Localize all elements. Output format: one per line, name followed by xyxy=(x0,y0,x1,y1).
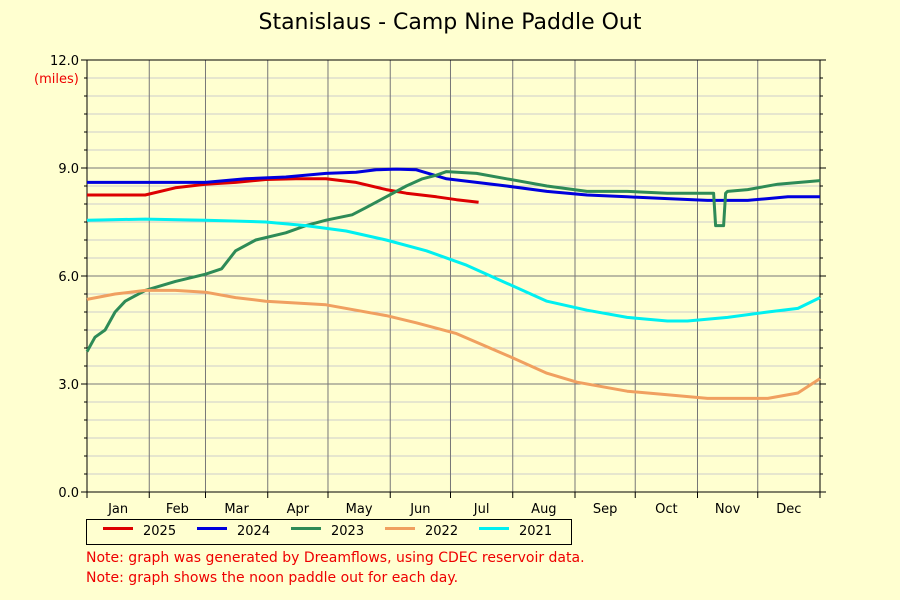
legend-label-2023: 2023 xyxy=(331,524,365,539)
y-tick-label: 6.0 xyxy=(58,270,79,285)
legend-label-2025: 2025 xyxy=(143,524,177,539)
y-tick-label: 9.0 xyxy=(58,162,79,177)
series-line-2024 xyxy=(87,167,820,202)
legend-label-2024: 2024 xyxy=(237,524,271,539)
x-tick-label: Feb xyxy=(166,502,189,517)
x-tick-label: Dec xyxy=(776,502,801,517)
note-noon-paddle-out: Note: graph shows the noon paddle out fo… xyxy=(86,570,459,586)
legend-swatch-2023 xyxy=(291,527,321,530)
x-tick-label: Jun xyxy=(409,502,430,517)
legend-swatch-2021 xyxy=(479,527,509,530)
x-tick-label: Jan xyxy=(107,502,128,517)
x-tick-label: Sep xyxy=(593,502,618,517)
y-axis-unit-label: (miles) xyxy=(34,72,79,87)
plot-frame xyxy=(86,59,821,493)
y-tick-label: 0.0 xyxy=(58,486,79,501)
y-tick-label: 3.0 xyxy=(58,378,79,393)
series-line-2022 xyxy=(86,288,821,400)
series-line-2023 xyxy=(85,170,821,353)
chart-legend: 2025 2024 2023 2022 2021 xyxy=(86,519,572,545)
note-data-source: Note: graph was generated by Dreamflows,… xyxy=(86,550,585,566)
series-line-2021 xyxy=(86,217,821,323)
x-tick-label: Nov xyxy=(715,502,741,517)
legend-label-2021: 2021 xyxy=(519,524,553,539)
legend-swatch-2025 xyxy=(103,527,133,530)
x-tick-label: Oct xyxy=(655,502,677,517)
legend-label-2022: 2022 xyxy=(425,524,459,539)
legend-swatch-2024 xyxy=(197,527,227,530)
y-tick-label: 12.0 xyxy=(50,54,79,69)
series-line-2025 xyxy=(87,177,479,204)
x-tick-label: Jul xyxy=(473,502,490,517)
legend-swatch-2022 xyxy=(385,527,415,530)
x-tick-label: Apr xyxy=(287,502,310,517)
x-tick-label: Aug xyxy=(531,502,556,517)
x-tick-label: May xyxy=(346,502,373,517)
chart-title: Stanislaus - Camp Nine Paddle Out xyxy=(258,10,642,35)
x-tick-label: Mar xyxy=(224,502,249,517)
